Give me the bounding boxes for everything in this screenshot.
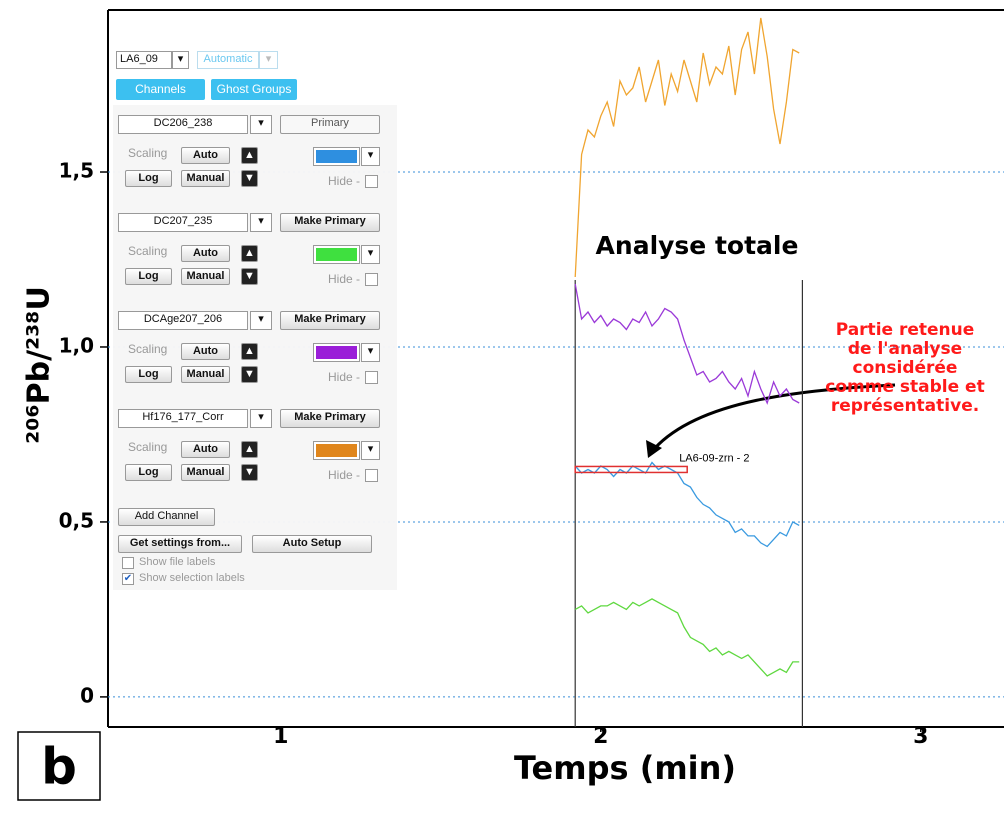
selection-label: LA6-09-zrn - 2 — [679, 452, 749, 464]
y-tick-label: 1,0 — [59, 333, 94, 357]
hide-checkbox[interactable] — [365, 273, 378, 286]
colour-swatch[interactable] — [313, 441, 360, 460]
auto-button[interactable]: Auto — [181, 441, 230, 458]
checkbox-label[interactable]: Show file labels — [139, 556, 216, 568]
series-line — [574, 461, 800, 548]
hide-checkbox[interactable] — [365, 175, 378, 188]
panel-label: b — [41, 738, 77, 796]
hide-label: Hide - — [328, 370, 361, 384]
hide-checkbox[interactable] — [365, 469, 378, 482]
dropdown-arrow[interactable]: ▾ — [250, 311, 272, 330]
checkbox-label[interactable]: Show selection labels — [139, 572, 245, 584]
auto-setup-button[interactable]: Auto Setup — [252, 535, 372, 553]
arrow — [653, 383, 896, 450]
manual-button[interactable]: Manual — [181, 464, 230, 481]
dropdown-arrow[interactable]: ▾ — [361, 147, 380, 166]
colour-swatch[interactable] — [313, 343, 360, 362]
dropdown-arrow[interactable]: ▾ — [250, 409, 272, 428]
down-button[interactable]: ▼ — [241, 464, 258, 481]
log-button[interactable]: Log — [125, 170, 172, 187]
scaling-label: Scaling — [128, 342, 168, 356]
dropdown-arrow[interactable]: ▾ — [250, 213, 272, 232]
scaling-label: Scaling — [128, 146, 168, 160]
hide-label: Hide - — [328, 468, 361, 482]
up-button[interactable]: ▲ — [241, 441, 258, 458]
checkbox[interactable] — [122, 557, 134, 569]
log-button[interactable]: Log — [125, 464, 172, 481]
dropdown-arrow[interactable]: ▾ — [361, 343, 380, 362]
series-line — [574, 17, 800, 278]
hide-label: Hide - — [328, 174, 361, 188]
add-channel-button[interactable]: Add Channel — [118, 508, 215, 526]
primary-button[interactable]: Make Primary — [280, 213, 380, 232]
auto-button[interactable]: Auto — [181, 343, 230, 360]
annotation: représentative. — [831, 396, 979, 416]
down-button[interactable]: ▼ — [241, 170, 258, 187]
primary-button[interactable]: Make Primary — [280, 409, 380, 428]
get-settings-button[interactable]: Get settings from... — [118, 535, 242, 553]
colour-swatch[interactable] — [313, 245, 360, 264]
y-tick-label: 0 — [80, 683, 94, 707]
channel-dropdown[interactable]: DC206_238 — [118, 115, 248, 134]
hide-checkbox[interactable] — [365, 371, 378, 384]
dropdown-arrow[interactable]: ▾ — [259, 51, 278, 69]
primary-button[interactable]: Primary — [280, 115, 380, 134]
x-tick-label: 2 — [593, 724, 608, 749]
channel-dropdown[interactable]: DCAge207_206 — [118, 311, 248, 330]
dropdown-arrow[interactable]: ▾ — [361, 441, 380, 460]
channel-dropdown[interactable]: DC207_235 — [118, 213, 248, 232]
dropdown-arrow[interactable]: ▾ — [250, 115, 272, 134]
log-button[interactable]: Log — [125, 268, 172, 285]
manual-button[interactable]: Manual — [181, 366, 230, 383]
panel-label-box — [17, 731, 101, 801]
tab-button[interactable]: Channels — [116, 79, 205, 100]
up-button[interactable]: ▲ — [241, 343, 258, 360]
selection-box — [574, 465, 688, 474]
series-line — [574, 598, 800, 677]
annotation: considérée — [853, 358, 958, 378]
series-line — [574, 283, 800, 405]
hide-label: Hide - — [328, 272, 361, 286]
colour-swatch[interactable] — [313, 147, 360, 166]
channel-dropdown[interactable]: Hf176_177_Corr — [118, 409, 248, 428]
dropdown-arrow[interactable]: ▾ — [361, 245, 380, 264]
x-axis-label: Temps (min) — [514, 749, 736, 787]
mode-dropdown[interactable]: Automatic — [197, 51, 259, 69]
scaling-label: Scaling — [128, 440, 168, 454]
auto-button[interactable]: Auto — [181, 245, 230, 262]
arrow-head — [646, 440, 662, 458]
x-tick-label: 3 — [913, 724, 928, 749]
annotation: Analyse totale — [596, 231, 799, 260]
manual-button[interactable]: Manual — [181, 268, 230, 285]
checkbox[interactable]: ✔ — [122, 573, 134, 585]
annotation: comme stable et — [825, 377, 984, 397]
x-tick-label: 1 — [273, 724, 288, 749]
primary-button[interactable]: Make Primary — [280, 311, 380, 330]
up-button[interactable]: ▲ — [241, 245, 258, 262]
up-button[interactable]: ▲ — [241, 147, 258, 164]
down-button[interactable]: ▼ — [241, 366, 258, 383]
auto-button[interactable]: Auto — [181, 147, 230, 164]
sample-dropdown[interactable]: LA6_09 — [116, 51, 172, 69]
annotation: Partie retenue — [836, 320, 975, 340]
log-button[interactable]: Log — [125, 366, 172, 383]
y-tick-label: 1,5 — [59, 159, 94, 183]
dropdown-arrow[interactable]: ▾ — [172, 51, 189, 69]
y-tick-label: 0,5 — [59, 508, 94, 532]
down-button[interactable]: ▼ — [241, 268, 258, 285]
y-axis-label: ²⁰⁶Pb/²³⁸U — [22, 286, 57, 444]
manual-button[interactable]: Manual — [181, 170, 230, 187]
annotation: de l'analyse — [848, 339, 962, 359]
scaling-label: Scaling — [128, 244, 168, 258]
tab-button[interactable]: Ghost Groups — [211, 79, 297, 100]
